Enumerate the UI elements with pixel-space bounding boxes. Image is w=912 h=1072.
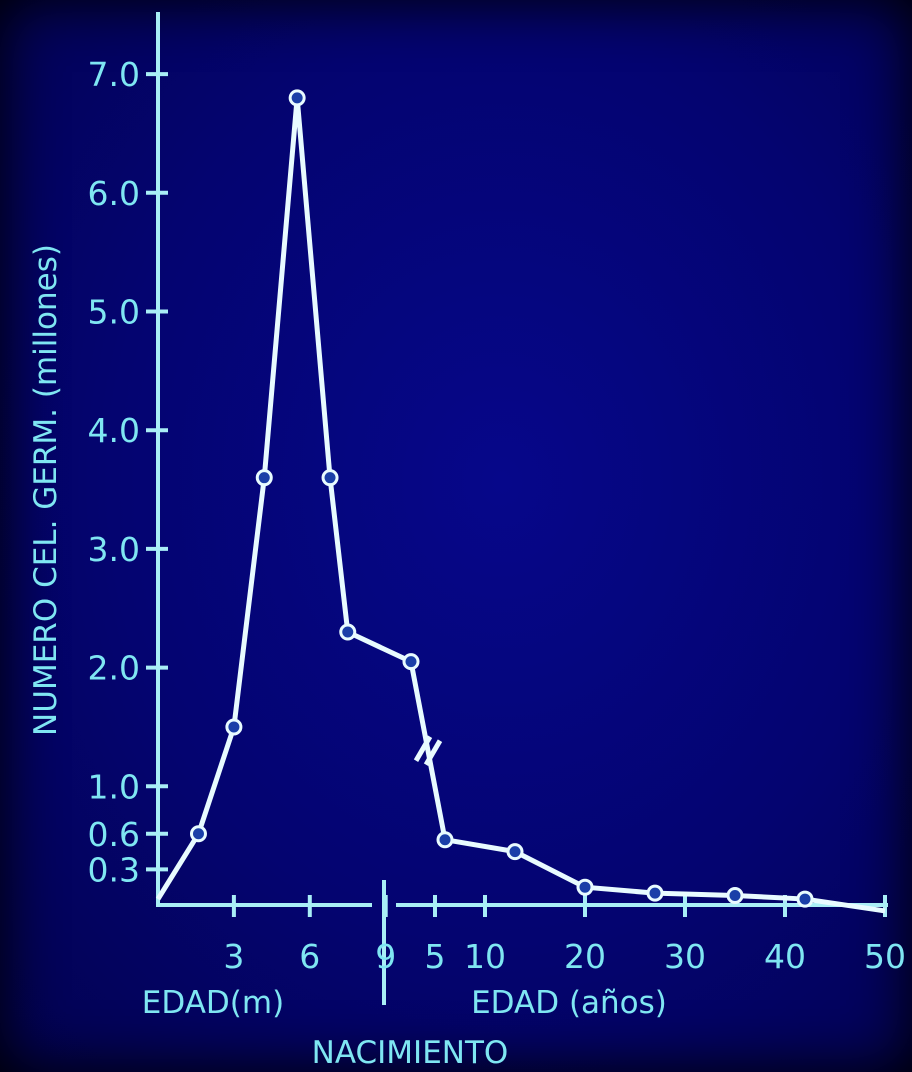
- x-tick-label-right: 50: [864, 937, 906, 976]
- y-ticks-group: 7.0 6.0 5.0 4.0 3.0 2.0 1.0 0.60.3: [88, 55, 168, 889]
- data-point-months: [255, 469, 273, 487]
- y-tick-label: 6.0: [88, 174, 140, 213]
- y-tick-label: 5.0: [88, 293, 140, 332]
- y-tick-label: 2.0: [88, 649, 140, 688]
- birth-label: NACIMIENTO: [312, 1035, 509, 1071]
- data-point-months: [225, 718, 243, 736]
- data-point-months: [321, 469, 339, 487]
- x-tick-label-left: 9: [375, 937, 396, 976]
- data-point-years: [726, 887, 744, 905]
- y-tick-label: 0.6: [88, 815, 140, 854]
- data-point-years: [506, 843, 524, 861]
- x-tick-label-left: 6: [299, 937, 320, 976]
- data-point-years: [646, 884, 664, 902]
- x-ticks-group: 3 6 9 5 10 20 30 40 50: [223, 895, 906, 976]
- break-mark: [423, 739, 443, 766]
- data-point-years: [796, 890, 814, 908]
- y-tick-label: 7.0: [88, 55, 140, 94]
- x-tick-label-right: 5: [425, 937, 446, 976]
- y-tick-label: 4.0: [88, 411, 140, 450]
- data-point-years: [576, 878, 594, 896]
- y-tick-label: 3.0: [88, 530, 140, 569]
- series-group: [155, 89, 886, 914]
- x-tick-label-right: 30: [664, 937, 706, 976]
- x-axis-label-right: EDAD (años): [471, 985, 667, 1021]
- y-tick-label: 1.0: [88, 767, 140, 806]
- data-point-months: [189, 825, 207, 843]
- y-axis-label: NUMERO CEL. GERM. (millones): [28, 244, 64, 736]
- x-tick-label-right: 40: [764, 937, 806, 976]
- data-point-months: [288, 89, 306, 107]
- break-mark: [413, 735, 433, 762]
- series-line: [155, 95, 886, 914]
- y-tick-label: 0.3: [88, 850, 140, 889]
- x-tick-label-left: 3: [223, 937, 244, 976]
- x-axis-label-left: EDAD(m): [142, 985, 284, 1021]
- x-tick-label-right: 20: [564, 937, 606, 976]
- data-point-months: [339, 623, 357, 641]
- data-point-years: [436, 831, 454, 849]
- x-tick-label-right: 10: [464, 937, 506, 976]
- data-point-months: [402, 653, 420, 671]
